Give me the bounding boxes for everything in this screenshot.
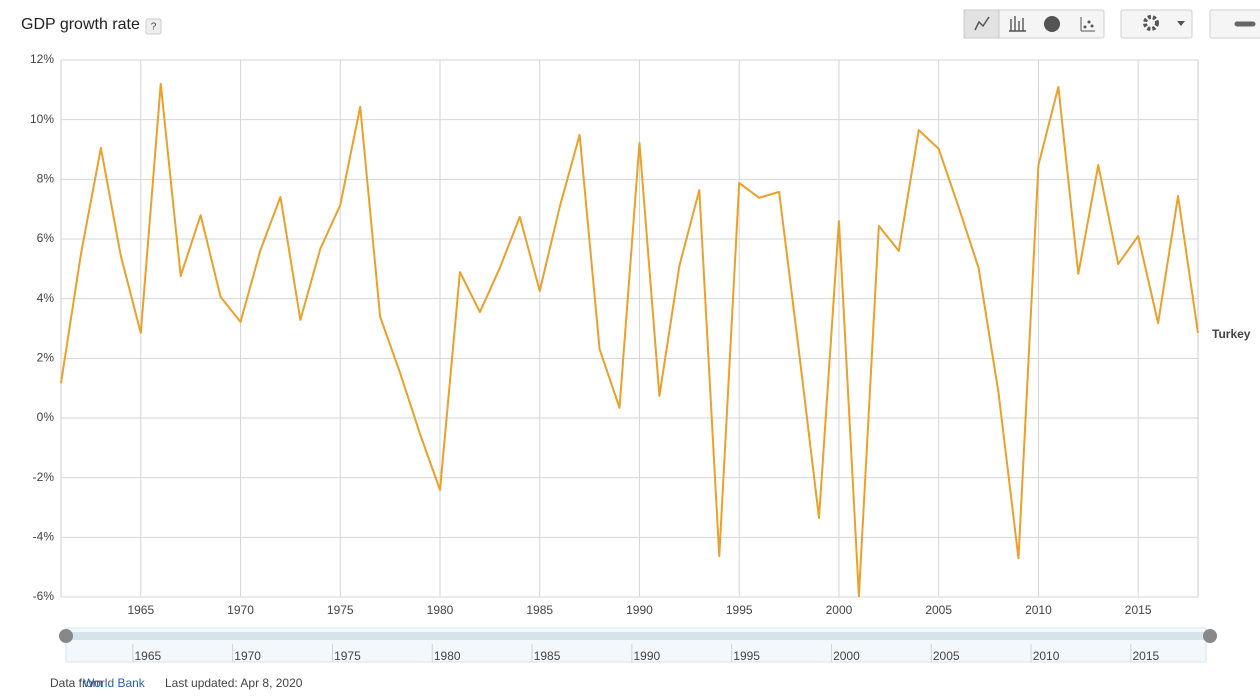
x-tick-label: 2000 xyxy=(826,603,853,617)
slider-handle[interactable] xyxy=(1203,629,1217,643)
scatter-dot xyxy=(1083,25,1087,29)
x-tick-label: 1990 xyxy=(626,603,653,617)
help-label[interactable]: ? xyxy=(151,22,157,33)
help-button[interactable] xyxy=(145,18,162,35)
dropdown-arrow xyxy=(1177,21,1185,26)
y-tick-label: 2% xyxy=(37,351,55,365)
x-tick-label: 1965 xyxy=(127,603,154,617)
chart-title: GDP growth rate xyxy=(21,16,140,33)
series-label: Turkey xyxy=(1212,327,1251,341)
y-tick-label: 4% xyxy=(37,291,55,305)
scatter-axes xyxy=(1080,17,1095,32)
slider-label: 1970 xyxy=(234,649,261,663)
x-tick-label: 2010 xyxy=(1025,603,1052,617)
slider-label: 1965 xyxy=(134,649,161,663)
plot-area xyxy=(60,59,1199,598)
x-tick-label: 1995 xyxy=(726,603,753,617)
x-tick-label: 1975 xyxy=(327,603,354,617)
slider-label: 1980 xyxy=(434,649,461,663)
y-tick-label: 12% xyxy=(30,52,54,66)
y-tick-label: -2% xyxy=(33,470,55,484)
slider-label: 2010 xyxy=(1033,649,1060,663)
last-updated: Last updated: Apr 8, 2020 xyxy=(165,676,303,690)
x-tick-label: 1980 xyxy=(427,603,454,617)
slider-label: 1995 xyxy=(733,649,760,663)
y-tick-label: 0% xyxy=(37,410,55,424)
slider-label: 1990 xyxy=(633,649,660,663)
time-slider xyxy=(59,627,1217,663)
slider-range[interactable] xyxy=(66,632,1206,640)
globe-icon xyxy=(1044,16,1060,32)
bar-icon xyxy=(1009,16,1026,32)
scatter-button[interactable] xyxy=(1069,10,1104,38)
source-prefix: Data from xyxy=(50,676,103,690)
series-line xyxy=(60,82,1199,598)
slider-label: 1985 xyxy=(534,649,561,663)
y-tick-label: 8% xyxy=(37,172,55,186)
scatter-dot xyxy=(1090,24,1094,28)
slider-handle[interactable] xyxy=(59,629,73,643)
source-link[interactable]: World Bank xyxy=(83,676,146,690)
bar-chart-button[interactable] xyxy=(999,10,1034,38)
slider-label: 2005 xyxy=(933,649,960,663)
toolbar xyxy=(963,9,1260,39)
x-tick-label: 2005 xyxy=(925,603,952,617)
y-tick-label: 10% xyxy=(30,112,54,126)
slider-label: 2000 xyxy=(833,649,860,663)
line-icon xyxy=(974,16,990,31)
x-tick-label: 1970 xyxy=(227,603,254,617)
y-tick-label: 6% xyxy=(37,231,55,245)
slider-label: 1975 xyxy=(334,649,361,663)
x-tick-label: 2015 xyxy=(1125,603,1152,617)
line-chart-button[interactable] xyxy=(963,9,1000,39)
y-tick-label: -4% xyxy=(33,530,55,544)
slider-label: 2015 xyxy=(1132,649,1159,663)
x-tick-label: 1985 xyxy=(526,603,553,617)
gear-icon xyxy=(1143,15,1159,31)
y-tick-label: -6% xyxy=(33,589,55,603)
scatter-dot xyxy=(1087,20,1091,24)
